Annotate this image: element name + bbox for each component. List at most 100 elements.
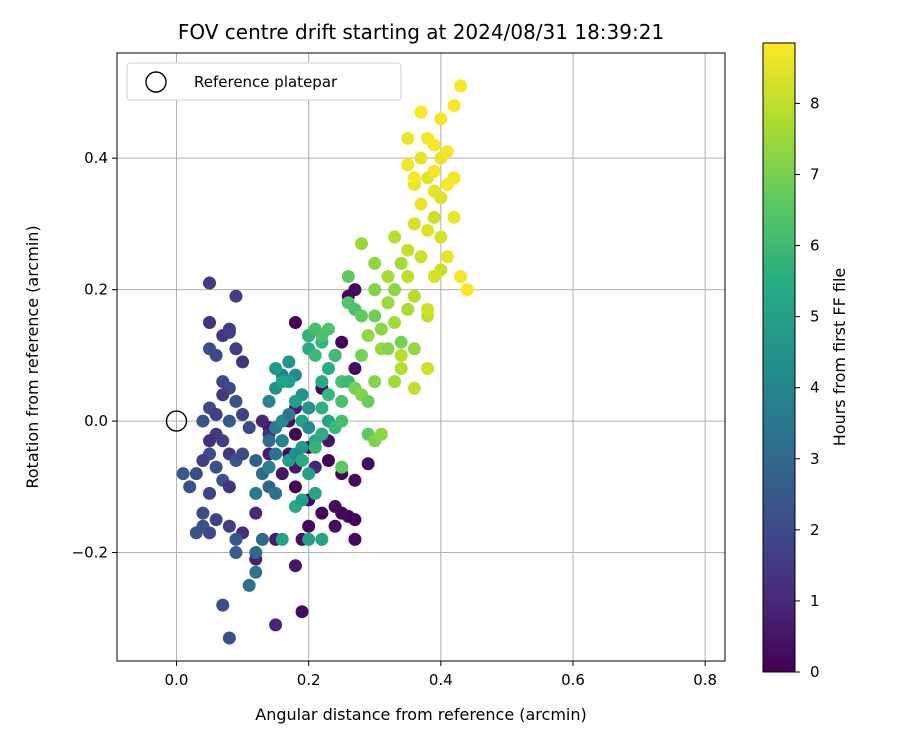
data-point bbox=[321, 388, 335, 402]
data-point bbox=[288, 559, 302, 573]
data-point bbox=[401, 131, 415, 145]
data-point bbox=[242, 421, 256, 435]
data-point bbox=[288, 315, 302, 329]
data-point bbox=[203, 276, 217, 290]
data-point bbox=[447, 171, 461, 185]
data-point bbox=[381, 269, 395, 283]
data-point bbox=[407, 381, 421, 395]
legend-box bbox=[126, 62, 402, 101]
data-point bbox=[196, 414, 210, 428]
legend-reference-label: Reference platepar bbox=[194, 73, 338, 91]
y-axis-label: Rotation from reference (arcmin) bbox=[23, 225, 42, 488]
data-point bbox=[308, 486, 322, 500]
data-point bbox=[348, 283, 362, 297]
data-point bbox=[203, 434, 217, 448]
data-point bbox=[216, 434, 230, 448]
data-point bbox=[288, 480, 302, 494]
data-point bbox=[269, 362, 283, 376]
data-point bbox=[269, 447, 283, 461]
data-point bbox=[229, 532, 243, 546]
data-point bbox=[388, 375, 402, 389]
y-tick-label: 0.0 bbox=[84, 412, 108, 430]
data-point bbox=[236, 355, 250, 369]
data-point bbox=[302, 421, 316, 435]
data-point bbox=[282, 355, 296, 369]
data-point bbox=[315, 401, 329, 415]
data-point bbox=[288, 427, 302, 441]
data-point bbox=[394, 348, 408, 362]
colorbar-tick-label: 4 bbox=[810, 379, 820, 397]
data-point bbox=[447, 210, 461, 224]
data-point bbox=[414, 197, 428, 211]
data-point bbox=[414, 105, 428, 119]
legend: Reference platepar bbox=[126, 62, 402, 101]
x-tick-label: 0.0 bbox=[165, 671, 189, 689]
data-point bbox=[189, 467, 203, 481]
data-point bbox=[295, 605, 309, 619]
data-point bbox=[460, 283, 474, 297]
data-point bbox=[321, 362, 335, 376]
data-point bbox=[229, 394, 243, 408]
data-point bbox=[381, 296, 395, 310]
data-point bbox=[249, 565, 263, 579]
data-point bbox=[203, 486, 217, 500]
data-point bbox=[335, 460, 349, 474]
colorbar-gradient bbox=[762, 42, 796, 673]
x-axis-label: Angular distance from reference (arcmin) bbox=[255, 705, 586, 724]
data-point bbox=[355, 348, 369, 362]
data-point bbox=[262, 460, 276, 474]
data-point bbox=[421, 302, 435, 316]
data-point bbox=[315, 506, 329, 520]
data-point bbox=[348, 362, 362, 376]
data-point bbox=[216, 388, 230, 402]
data-point bbox=[401, 158, 415, 172]
data-point bbox=[315, 329, 329, 343]
data-point bbox=[388, 315, 402, 329]
data-point bbox=[407, 171, 421, 185]
data-point bbox=[335, 394, 349, 408]
colorbar-tick-label: 2 bbox=[810, 521, 820, 539]
colorbar-tick-label: 8 bbox=[810, 94, 820, 112]
data-point bbox=[447, 99, 461, 113]
data-point bbox=[427, 269, 441, 283]
data-point bbox=[440, 250, 454, 264]
data-point bbox=[236, 408, 250, 422]
data-point bbox=[295, 493, 309, 507]
colorbar-tick-label: 5 bbox=[810, 308, 820, 326]
data-point bbox=[427, 184, 441, 198]
data-point bbox=[394, 335, 408, 349]
plot-area bbox=[116, 52, 726, 662]
data-point bbox=[275, 532, 289, 546]
data-point bbox=[315, 427, 329, 441]
data-point bbox=[302, 401, 316, 415]
chart-title: FOV centre drift starting at 2024/08/31 … bbox=[178, 20, 664, 44]
data-point bbox=[335, 335, 349, 349]
x-axis-ticks: 0.0 0.2 0.4 0.6 0.8 bbox=[165, 661, 717, 689]
data-point bbox=[275, 434, 289, 448]
data-point bbox=[348, 473, 362, 487]
data-point bbox=[361, 394, 375, 408]
data-point bbox=[414, 250, 428, 264]
colorbar-tick-label: 6 bbox=[810, 237, 820, 255]
data-point bbox=[315, 532, 329, 546]
data-point bbox=[454, 79, 468, 93]
y-axis-ticks: −0.2 0.0 0.2 0.4 bbox=[72, 149, 117, 562]
data-point bbox=[302, 467, 316, 481]
data-point bbox=[176, 467, 190, 481]
data-point bbox=[388, 283, 402, 297]
data-point bbox=[209, 408, 223, 422]
data-point bbox=[249, 506, 263, 520]
data-point bbox=[302, 532, 316, 546]
data-point bbox=[196, 506, 210, 520]
data-point bbox=[282, 408, 296, 422]
data-point bbox=[255, 414, 269, 428]
data-point bbox=[203, 342, 217, 356]
data-point bbox=[262, 394, 276, 408]
data-point bbox=[308, 440, 322, 454]
data-point bbox=[374, 427, 388, 441]
data-point bbox=[401, 243, 415, 257]
y-tick-label: 0.2 bbox=[84, 281, 108, 299]
colorbar-label: Hours from first FF file bbox=[830, 268, 849, 447]
data-point bbox=[242, 578, 256, 592]
data-point bbox=[368, 375, 382, 389]
